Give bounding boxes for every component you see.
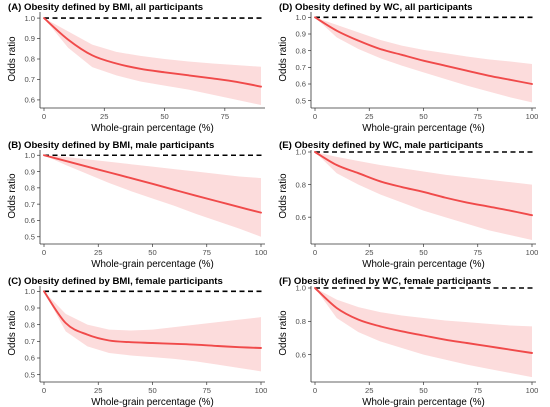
x-tick-label: 75 — [203, 386, 211, 395]
x-tick-label: 75 — [203, 248, 211, 257]
y-tick-label: 1.0 — [295, 284, 306, 293]
odds-ratio-line — [43, 17, 262, 88]
y-tick-label: 0.7 — [24, 200, 35, 209]
panel-title: (C) Obesity defined by BMI, female parti… — [8, 276, 223, 287]
x-axis-label: Whole-grain percentage (%) — [91, 259, 214, 270]
x-tick-label: 50 — [419, 386, 427, 395]
odds-ratio-line — [314, 16, 533, 85]
y-tick-label: 0.9 — [295, 30, 306, 39]
panel-6: (F) Obesity defined by WC, female partic… — [278, 276, 538, 407]
x-tick-label: 100 — [255, 386, 268, 395]
x-tick-label: 50 — [148, 248, 156, 257]
x-tick-label: 25 — [365, 248, 373, 257]
confidence-band — [44, 155, 261, 237]
y-tick-label: 1.0 — [24, 287, 35, 296]
x-axis-label: Whole-grain percentage (%) — [362, 123, 485, 134]
x-axis-label: Whole-grain percentage (%) — [91, 397, 214, 407]
y-tick-label: 0.8 — [24, 184, 35, 193]
x-tick-label: 50 — [419, 248, 427, 257]
confidence-band — [44, 18, 261, 106]
y-axis-label: Odds ratio — [7, 173, 18, 219]
y-axis-label: Odds ratio — [7, 36, 18, 82]
confidence-band — [315, 152, 532, 240]
x-tick-label: 100 — [255, 248, 268, 257]
y-tick-label: 0.8 — [295, 180, 306, 189]
y-tick-label: 0.6 — [24, 354, 35, 363]
panel-5: (C) Obesity defined by BMI, female parti… — [7, 276, 267, 407]
x-tick-label: 75 — [474, 386, 482, 395]
x-tick-label: 0 — [42, 248, 46, 257]
y-tick-label: 1.0 — [24, 151, 35, 160]
panel-title: (F) Obesity defined by WC, female partic… — [279, 276, 491, 287]
x-tick-label: 50 — [148, 386, 156, 395]
y-tick-label: 0.6 — [24, 216, 35, 225]
y-tick-label: 1.0 — [295, 13, 306, 22]
y-tick-label: 0.7 — [24, 75, 35, 84]
y-tick-label: 0.6 — [295, 80, 306, 89]
odds-ratio-line — [314, 287, 533, 354]
y-tick-label: 0.9 — [24, 167, 35, 176]
x-axis-label: Whole-grain percentage (%) — [91, 123, 214, 134]
y-tick-label: 0.8 — [295, 46, 306, 55]
y-tick-label: 0.5 — [24, 232, 35, 241]
panel-3: (B) Obesity defined by BMI, male partici… — [7, 140, 267, 270]
y-tick-label: 0.5 — [295, 96, 306, 105]
confidence-band — [44, 291, 261, 372]
x-tick-label: 0 — [313, 248, 317, 257]
x-tick-label: 25 — [365, 386, 373, 395]
y-axis-label: Odds ratio — [278, 36, 289, 82]
x-tick-label: 0 — [42, 386, 46, 395]
panel-4: (E) Obesity defined by WC, male particip… — [278, 140, 538, 270]
y-tick-label: 0.7 — [24, 337, 35, 346]
y-tick-label: 0.6 — [295, 213, 306, 222]
y-tick-label: 0.8 — [295, 317, 306, 326]
y-tick-label: 0.6 — [24, 96, 35, 105]
x-tick-label: 75 — [474, 248, 482, 257]
y-tick-label: 0.8 — [24, 55, 35, 64]
y-tick-label: 0.9 — [24, 304, 35, 313]
y-tick-label: 1.0 — [24, 14, 35, 23]
y-axis-label: Odds ratio — [7, 310, 18, 356]
x-tick-label: 75 — [221, 112, 229, 121]
panel-1: (A) Obesity defined by BMI, all particip… — [7, 2, 265, 134]
x-axis-label: Whole-grain percentage (%) — [362, 259, 485, 270]
x-tick-label: 25 — [100, 112, 108, 121]
y-tick-label: 0.7 — [295, 63, 306, 72]
y-tick-label: 0.8 — [24, 320, 35, 329]
x-tick-label: 100 — [526, 112, 539, 121]
x-axis-label: Whole-grain percentage (%) — [362, 397, 485, 407]
x-tick-label: 0 — [313, 386, 317, 395]
x-tick-label: 50 — [160, 112, 168, 121]
panel-title: (A) Obesity defined by BMI, all particip… — [8, 2, 203, 13]
y-tick-label: 0.5 — [24, 370, 35, 379]
x-tick-label: 25 — [94, 386, 102, 395]
odds-ratio-line — [314, 151, 533, 217]
panel-title: (E) Obesity defined by WC, male particip… — [279, 140, 483, 151]
x-tick-label: 0 — [42, 112, 46, 121]
panel-2: (D) Obesity defined by WC, all participa… — [278, 2, 538, 134]
x-tick-label: 25 — [94, 248, 102, 257]
x-tick-label: 100 — [526, 248, 539, 257]
panel-title: (B) Obesity defined by BMI, male partici… — [8, 140, 214, 151]
y-axis-label: Odds ratio — [278, 310, 289, 356]
x-tick-label: 75 — [474, 112, 482, 121]
y-axis-label: Odds ratio — [278, 173, 289, 219]
x-tick-label: 25 — [365, 112, 373, 121]
y-tick-label: 0.6 — [295, 350, 306, 359]
odds-ratio-line — [43, 154, 262, 214]
odds-ratio-line — [43, 290, 262, 349]
x-tick-label: 100 — [526, 386, 539, 395]
y-tick-label: 0.9 — [24, 34, 35, 43]
x-tick-label: 50 — [419, 112, 427, 121]
confidence-band — [315, 288, 532, 378]
x-tick-label: 0 — [313, 112, 317, 121]
panel-title: (D) Obesity defined by WC, all participa… — [279, 2, 473, 13]
y-tick-label: 1.0 — [295, 148, 306, 157]
